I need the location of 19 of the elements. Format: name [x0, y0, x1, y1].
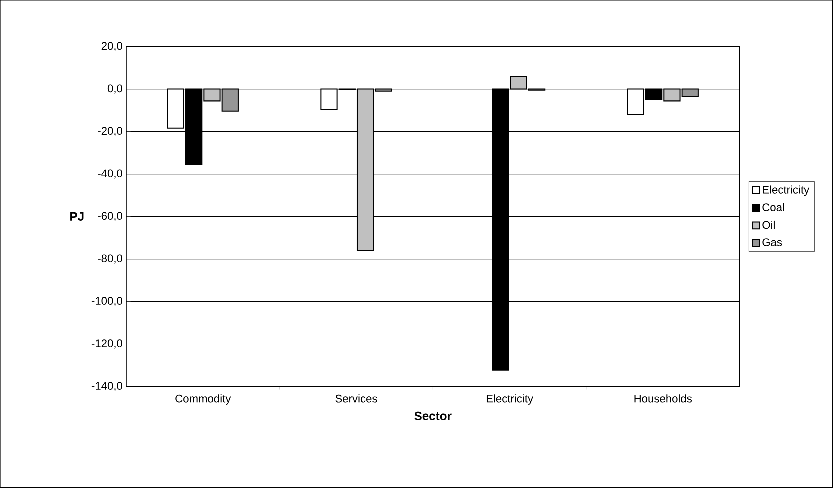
x-axis-title: Sector — [414, 412, 452, 420]
y-tick-label: 0,0 — [108, 84, 122, 94]
x-tick-label: Services — [336, 394, 378, 403]
legend-label: Coal — [762, 203, 784, 212]
y-tick-label: -40,0 — [98, 170, 122, 179]
y-tick-label: -20,0 — [98, 127, 122, 136]
x-tick-label: Households — [634, 394, 692, 403]
y-tick-label: 20,0 — [102, 42, 122, 52]
x-tick-label: Commodity — [176, 394, 232, 405]
y-tick-label: -60,0 — [98, 212, 122, 222]
y-tick-label: -80,0 — [98, 254, 122, 264]
y-tick-label: -120,0 — [92, 340, 122, 349]
x-tick-label: Electricity — [486, 394, 534, 405]
y-tick-label: -140,0 — [92, 382, 122, 392]
legend-label: Oil — [762, 220, 775, 230]
legend-label: Gas — [762, 238, 782, 246]
y-tick-label: -100,0 — [92, 297, 122, 306]
legend-label: Electricity — [763, 186, 810, 196]
y-axis-title: PJ — [70, 212, 84, 221]
